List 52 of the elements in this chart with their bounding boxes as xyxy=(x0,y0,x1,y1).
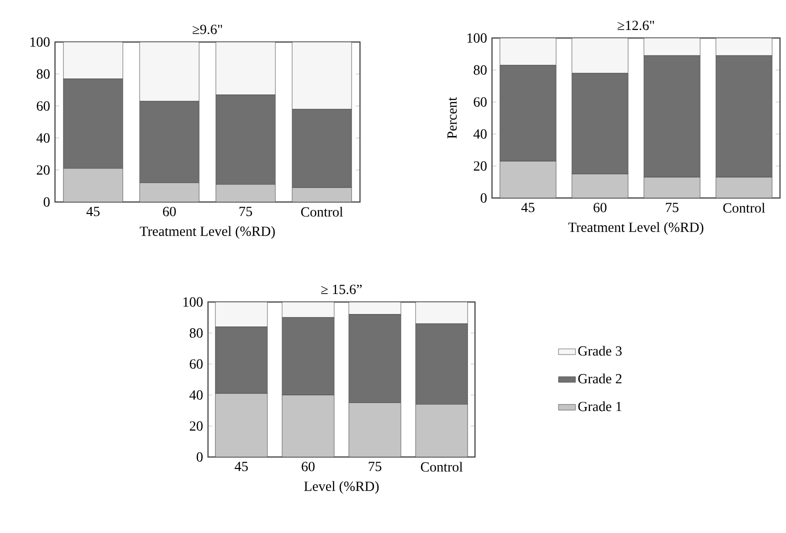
bar xyxy=(716,176,772,198)
x-tick-label: 45 xyxy=(86,206,100,216)
x-tick-label: Control xyxy=(723,202,766,213)
y-tick-label: 60 xyxy=(190,359,203,369)
bar xyxy=(415,302,468,324)
bar xyxy=(644,177,700,198)
y-tick-label: 20 xyxy=(36,165,50,175)
x-tick-label: 45 xyxy=(234,462,248,472)
y-tick-label: 100 xyxy=(467,33,487,43)
x-axis-title: Treatment Level (%RD) xyxy=(140,226,275,239)
y-tick-label: 60 xyxy=(36,101,50,111)
y-tick-label: 20 xyxy=(190,421,203,431)
y-axis-title: Percent xyxy=(447,97,457,138)
bar xyxy=(215,393,268,457)
y-tick-label: 40 xyxy=(189,390,203,400)
y-tick-label: 80 xyxy=(36,69,50,79)
chart-title: ≥ 15.6” xyxy=(321,284,362,294)
bar xyxy=(215,302,268,327)
x-axis-title: Treatment Level (%RD) xyxy=(568,222,704,235)
bar xyxy=(282,395,334,457)
x-tick-label: 60 xyxy=(162,206,176,216)
x-tick-label: Control xyxy=(301,206,343,217)
legend-label: Grade 1 xyxy=(578,401,622,412)
y-tick-label: 60 xyxy=(474,97,487,107)
bar xyxy=(348,402,401,457)
y-tick-label: 80 xyxy=(474,65,487,75)
y-tick-label: 0 xyxy=(44,197,50,207)
x-tick-label: Control xyxy=(420,462,463,472)
bar xyxy=(348,302,402,315)
y-tick-label: 40 xyxy=(36,133,50,143)
chart-title: ≥12.6" xyxy=(618,20,654,30)
x-axis-title: Level (%RD) xyxy=(304,481,379,494)
y-tick-label: 0 xyxy=(196,452,203,462)
x-tick-label: 75 xyxy=(240,206,252,216)
y-tick-label: 100 xyxy=(30,37,50,47)
y-tick-label: 80 xyxy=(190,328,203,338)
bar xyxy=(500,161,556,198)
legend-label: Grade 2 xyxy=(578,374,622,384)
x-tick-label: 75 xyxy=(666,202,678,212)
y-tick-label: 100 xyxy=(183,297,203,307)
bar xyxy=(282,302,334,318)
x-tick-label: 60 xyxy=(302,462,315,472)
y-tick-label: 40 xyxy=(473,129,487,139)
y-tick-label: 20 xyxy=(474,161,487,171)
bar xyxy=(572,174,628,198)
chart-title: ≥9.6" xyxy=(192,24,222,34)
y-tick-label: 0 xyxy=(480,193,487,203)
legend-label: Grade 3 xyxy=(578,346,622,356)
x-tick-label: 75 xyxy=(368,462,382,472)
x-tick-label: 60 xyxy=(594,202,606,212)
bar xyxy=(415,404,468,457)
x-tick-label: 45 xyxy=(521,202,534,212)
